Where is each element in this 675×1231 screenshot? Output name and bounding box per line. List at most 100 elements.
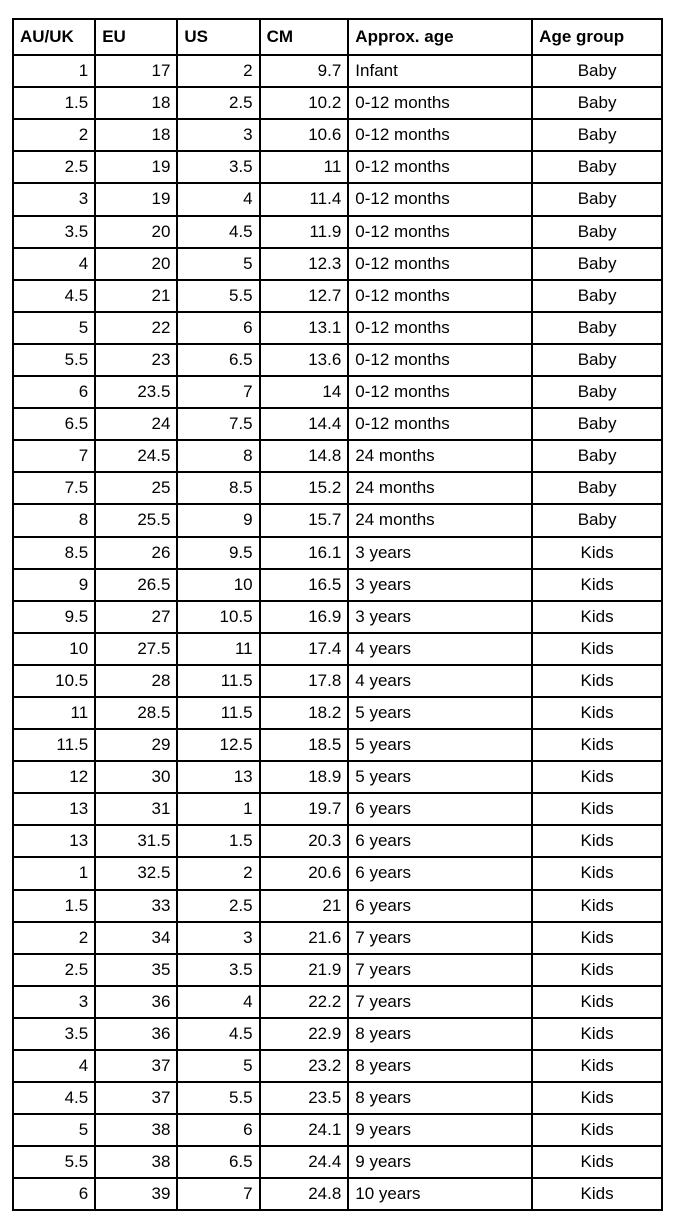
table-cell: 4 years [348,633,532,665]
table-cell: 12.5 [177,729,259,761]
table-cell: Kids [532,1114,662,1146]
table-cell: 4.5 [177,216,259,248]
table-cell: 3.5 [13,1018,95,1050]
table-cell: 6 [177,312,259,344]
table-cell: Baby [532,440,662,472]
table-cell: 3 [177,922,259,954]
table-cell: 24 [95,408,177,440]
table-cell: 22.2 [260,986,349,1018]
table-cell: Kids [532,793,662,825]
table-row: 319411.40-12 monthsBaby [13,183,662,215]
table-cell: 11.9 [260,216,349,248]
col-header-cm: CM [260,19,349,55]
table-cell: 23.2 [260,1050,349,1082]
table-row: 8.5269.516.13 yearsKids [13,537,662,569]
col-header-us: US [177,19,259,55]
table-row: 132.5220.66 yearsKids [13,857,662,889]
table-body: 11729.7InfantBaby1.5182.510.20-12 months… [13,55,662,1210]
table-cell: Baby [532,55,662,87]
table-cell: 0-12 months [348,119,532,151]
table-cell: Baby [532,280,662,312]
table-cell: 13.1 [260,312,349,344]
table-row: 7.5258.515.224 monthsBaby [13,472,662,504]
table-cell: 22 [95,312,177,344]
table-cell: 35 [95,954,177,986]
table-cell: 28 [95,665,177,697]
table-cell: 34 [95,922,177,954]
table-cell: 26 [95,537,177,569]
table-row: 639724.810 yearsKids [13,1178,662,1210]
table-cell: Baby [532,151,662,183]
table-cell: 9.5 [177,537,259,569]
table-cell: 4.5 [13,1082,95,1114]
table-cell: 23 [95,344,177,376]
table-cell: Kids [532,761,662,793]
table-cell: Baby [532,344,662,376]
table-cell: 2 [177,857,259,889]
table-cell: 0-12 months [348,408,532,440]
table-cell: 6.5 [13,408,95,440]
table-cell: 0-12 months [348,151,532,183]
table-cell: 19 [95,151,177,183]
table-cell: Kids [532,537,662,569]
table-row: 2.5353.521.97 yearsKids [13,954,662,986]
table-row: 4.5215.512.70-12 monthsBaby [13,280,662,312]
table-cell: 2.5 [177,87,259,119]
col-header-eu: EU [95,19,177,55]
table-cell: 39 [95,1178,177,1210]
table-cell: Baby [532,248,662,280]
table-row: 12301318.95 yearsKids [13,761,662,793]
table-cell: 5 years [348,761,532,793]
table-cell: 6 [13,1178,95,1210]
table-cell: 8 [13,504,95,536]
table-row: 336422.27 yearsKids [13,986,662,1018]
col-header-auuk: AU/UK [13,19,95,55]
page: AU/UK EU US CM Approx. age Age group 117… [0,0,675,1231]
table-row: 825.5915.724 monthsBaby [13,504,662,536]
table-cell: 24.1 [260,1114,349,1146]
table-cell: 31 [95,793,177,825]
table-cell: Kids [532,633,662,665]
table-row: 538624.19 yearsKids [13,1114,662,1146]
table-cell: 5.5 [177,280,259,312]
table-cell: 24.8 [260,1178,349,1210]
table-cell: 6 [177,1114,259,1146]
table-cell: 4 [177,183,259,215]
table-cell: 3 [13,986,95,1018]
table-cell: 10 [177,569,259,601]
table-cell: 4 [177,986,259,1018]
table-cell: 21.6 [260,922,349,954]
table-cell: 13 [13,825,95,857]
table-cell: 10.5 [13,665,95,697]
table-cell: 7 years [348,954,532,986]
table-row: 234321.67 yearsKids [13,922,662,954]
table-cell: 5.5 [13,1146,95,1178]
table-cell: 36 [95,1018,177,1050]
table-cell: 0-12 months [348,183,532,215]
table-cell: 19.7 [260,793,349,825]
table-cell: Kids [532,1082,662,1114]
table-cell: 16.9 [260,601,349,633]
table-cell: 23.5 [95,376,177,408]
table-cell: 24 months [348,440,532,472]
table-cell: 7 years [348,986,532,1018]
table-cell: 17.8 [260,665,349,697]
table-cell: 0-12 months [348,87,532,119]
table-cell: Kids [532,825,662,857]
col-header-group: Age group [532,19,662,55]
table-cell: 2.5 [13,954,95,986]
table-cell: 0-12 months [348,248,532,280]
table-row: 1.5332.5216 yearsKids [13,890,662,922]
table-cell: Baby [532,376,662,408]
table-row: 724.5814.824 monthsBaby [13,440,662,472]
table-cell: 4.5 [13,280,95,312]
table-cell: 6 years [348,793,532,825]
table-row: 437523.28 yearsKids [13,1050,662,1082]
table-row: 3.5364.522.98 yearsKids [13,1018,662,1050]
size-chart-table: AU/UK EU US CM Approx. age Age group 117… [12,18,663,1211]
col-header-age: Approx. age [348,19,532,55]
table-cell: 6.5 [177,1146,259,1178]
table-cell: 15.7 [260,504,349,536]
table-row: 6.5247.514.40-12 monthsBaby [13,408,662,440]
table-cell: Baby [532,183,662,215]
